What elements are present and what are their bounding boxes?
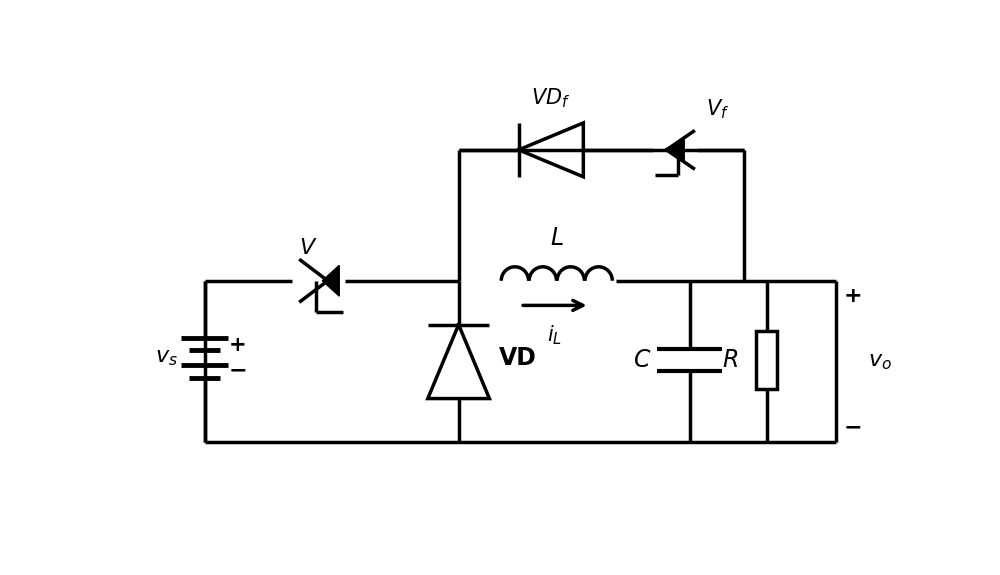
Text: $R$: $R$ [722, 348, 738, 372]
Text: VD$_f$: VD$_f$ [531, 86, 571, 110]
Text: $i_L$: $i_L$ [547, 324, 562, 347]
Text: −: − [229, 361, 248, 381]
Polygon shape [669, 137, 684, 162]
Text: $v_s$: $v_s$ [155, 348, 177, 368]
Text: +: + [229, 335, 247, 355]
Text: $L$: $L$ [550, 226, 564, 250]
Text: −: − [844, 417, 862, 437]
Text: VD: VD [499, 346, 537, 370]
Text: $C$: $C$ [633, 348, 651, 372]
Polygon shape [322, 265, 339, 296]
Text: V: V [299, 237, 315, 258]
Text: +: + [844, 286, 862, 306]
Text: V$_f$: V$_f$ [706, 97, 730, 121]
Bar [756, 331, 777, 389]
Text: $v_o$: $v_o$ [868, 351, 892, 371]
